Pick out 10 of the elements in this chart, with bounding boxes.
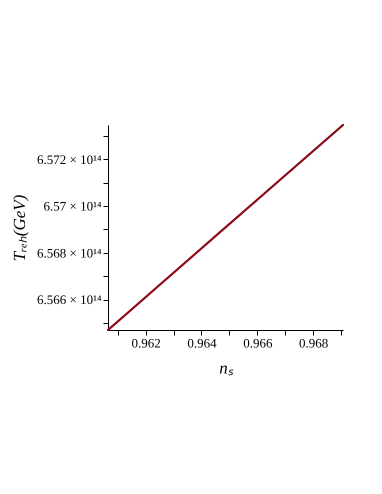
x-axis-title: nₛ bbox=[219, 358, 234, 378]
y-tick-label: 6.568 × 10¹⁴ bbox=[36, 245, 102, 260]
y-tick-label: 6.566 × 10¹⁴ bbox=[36, 292, 102, 308]
x-tick-label: 0.962 bbox=[132, 336, 161, 350]
y-tick-label: 6.57 × 10¹⁴ bbox=[43, 198, 102, 214]
x-tick-label: 0.966 bbox=[243, 336, 273, 350]
x-tick-label: 0.968 bbox=[299, 336, 328, 350]
y-tick-label: 6.572 × 10¹⁴ bbox=[36, 152, 102, 167]
y-axis-title: Tᵣₑₕ(GeV) bbox=[10, 194, 29, 262]
x-tick-label: 0.964 bbox=[187, 336, 218, 350]
